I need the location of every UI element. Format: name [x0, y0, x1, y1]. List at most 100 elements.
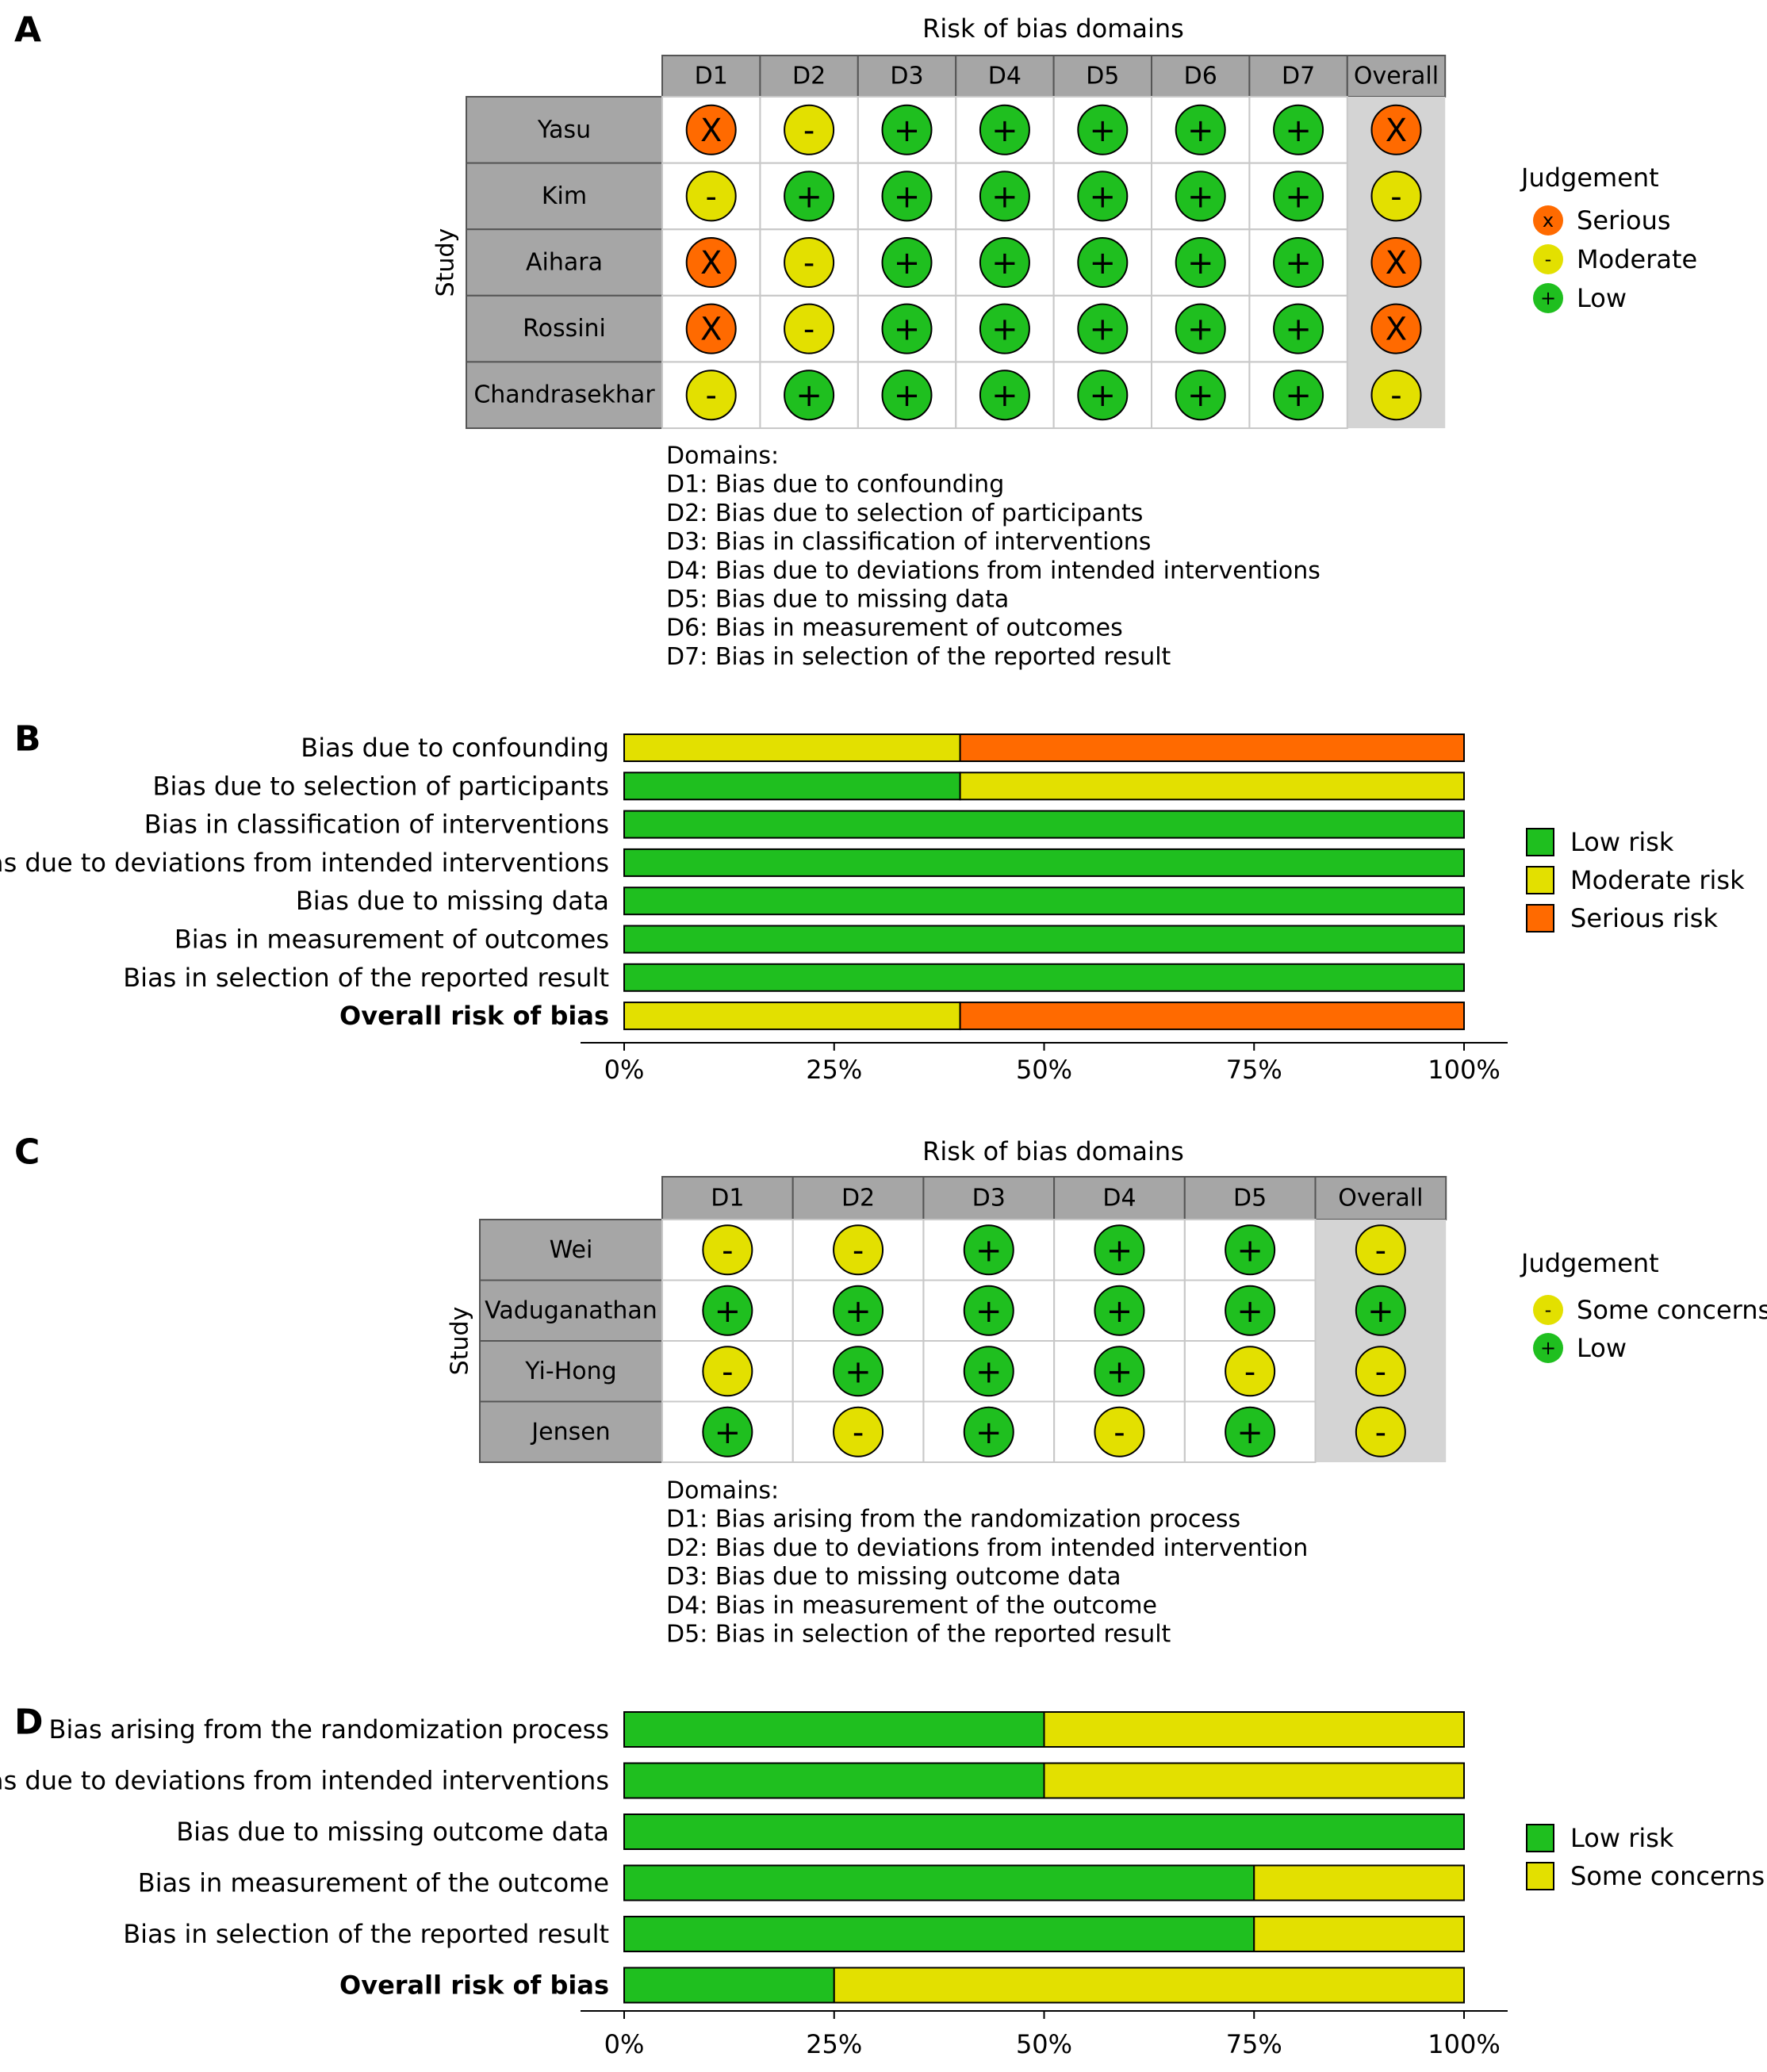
x-tick-label: 100% [1428, 2029, 1500, 2059]
judgement-circle [685, 370, 737, 421]
judgement-circle [1175, 170, 1226, 222]
judgement-symbol: + [1285, 178, 1312, 215]
study-label-cell [466, 162, 663, 231]
bar-segment-some-concerns [1043, 1762, 1465, 1799]
bar-segment-moderate-risk [623, 733, 961, 762]
judgement-circle [784, 104, 835, 155]
domain-description: D4: Bias in measurement of the outcome [666, 1591, 1157, 1619]
domain-header-cell [759, 55, 859, 98]
legend-label: Serious risk [1570, 903, 1718, 933]
judgement-symbol: + [795, 377, 822, 414]
bar-category-label: Bias in classification of interventions [144, 810, 609, 840]
legend-swatch [1526, 1824, 1554, 1852]
legend-label: Some concerns [1570, 1861, 1765, 1891]
judgement-symbol: + [1106, 1354, 1133, 1390]
judgement-circle [1225, 1346, 1276, 1397]
study-name: Yasu [537, 116, 591, 144]
judgement-symbol: + [1090, 113, 1117, 149]
legend-symbol: + [1540, 287, 1556, 309]
study-label-cell [479, 1279, 663, 1342]
domains-heading: Domains: [666, 442, 779, 470]
panel-d: D Bias arising from the randomization pro… [0, 1702, 1765, 2060]
judgement-circle [1077, 104, 1129, 155]
bar-segment-some-concerns [1253, 1864, 1465, 1902]
study-label-cell [479, 1219, 663, 1281]
judgement-symbol: X [1386, 245, 1407, 282]
bar-category-label: Bias in measurement of the outcome [138, 1868, 609, 1898]
judgement-symbol: + [1285, 312, 1312, 348]
judgement-symbol: + [1236, 1232, 1263, 1269]
judgement-symbol: X [700, 113, 722, 149]
study-name: Wei [550, 1236, 593, 1264]
domain-description: D3: Bias due to missing outcome data [666, 1563, 1121, 1591]
judgement-circle [1273, 237, 1324, 288]
judgement-circle [784, 370, 835, 421]
bar-category-label: Bias due to missing outcome data [176, 1817, 609, 1847]
domain-header-cell [1151, 55, 1251, 98]
legend-label: Low risk [1570, 1823, 1674, 1853]
domain-description: D3: Bias in classification of interventi… [666, 528, 1151, 556]
legend-title: Judgement [1520, 163, 1659, 193]
x-tick-label: 75% [1226, 1055, 1282, 1085]
judgement-symbol: + [991, 178, 1018, 215]
overall-header-label: Overall [1338, 1185, 1423, 1212]
judgement-circle [979, 170, 1030, 222]
judgement-symbol: + [975, 1354, 1002, 1390]
panel-letter: B [14, 719, 41, 760]
judgement-circle [1094, 1406, 1145, 1457]
judgement-circle [784, 303, 835, 354]
judgement-symbol: + [1106, 1293, 1133, 1330]
judgement-symbol: - [853, 1232, 864, 1269]
judgement-circle [1077, 237, 1129, 288]
overall-judgement-circle [1370, 170, 1422, 222]
overall-judgement-circle [1355, 1285, 1406, 1336]
domain-description: D4: Bias due to deviations from intended… [666, 557, 1320, 584]
bar-category-label: Bias in selection of the reported result [123, 963, 609, 993]
bar-segment-low-risk [623, 810, 1465, 839]
judgement-symbol: + [1285, 377, 1312, 414]
domain-header-label: D6 [1184, 63, 1217, 90]
judgement-symbol: + [795, 178, 822, 215]
judgement-symbol: + [1285, 245, 1312, 282]
bar-segment-low-risk [623, 1813, 1465, 1850]
judgement-symbol: + [1187, 245, 1214, 282]
judgement-symbol: - [803, 113, 815, 149]
judgement-symbol: + [991, 377, 1018, 414]
study-axis-label: Study [432, 228, 460, 297]
domain-header-label: D2 [792, 63, 826, 90]
judgement-symbol: + [894, 178, 921, 215]
domain-header-label: D7 [1282, 63, 1315, 90]
domain-description: D6: Bias in measurement of outcomes [666, 615, 1123, 642]
judgement-circle [685, 303, 737, 354]
domain-description: D5: Bias due to missing data [666, 586, 1009, 614]
judgement-symbol: + [845, 1354, 872, 1390]
study-name: Chandrasekhar [473, 381, 655, 409]
domain-header-label: D3 [972, 1185, 1006, 1212]
legend-label: Serious [1577, 205, 1671, 236]
judgement-circle [702, 1285, 753, 1336]
judgement-circle [963, 1346, 1014, 1397]
domain-header-cell [1053, 1176, 1186, 1220]
bar-segment-some-concerns [833, 1967, 1465, 2004]
judgement-circle [1225, 1406, 1276, 1457]
judgement-circle [833, 1346, 884, 1397]
legend-swatch [1526, 866, 1554, 894]
legend-label: Low risk [1570, 827, 1674, 857]
judgement-symbol: - [722, 1354, 733, 1390]
overall-judgement-circle [1370, 303, 1422, 354]
judgement-circle [979, 303, 1030, 354]
judgement-symbol: + [975, 1415, 1002, 1451]
bar-segment-low-risk [623, 1711, 1045, 1748]
bar-segment-low-risk [623, 848, 1465, 877]
judgement-circle [963, 1224, 1014, 1276]
judgement-circle [881, 370, 933, 421]
study-name: Vaduganathan [485, 1296, 657, 1324]
judgement-circle [1175, 303, 1226, 354]
judgement-symbol: + [1090, 245, 1117, 282]
x-tick-label: 50% [1016, 2029, 1072, 2059]
judgement-symbol: + [991, 245, 1018, 282]
legend-circle [1533, 205, 1563, 236]
panel-letter: D [14, 1702, 44, 1743]
legend-label: Low [1577, 1333, 1627, 1363]
panel-a: A Risk of bias domains D1 D2 D3 D4 D5 D6 D7 Overa… [14, 10, 1697, 671]
